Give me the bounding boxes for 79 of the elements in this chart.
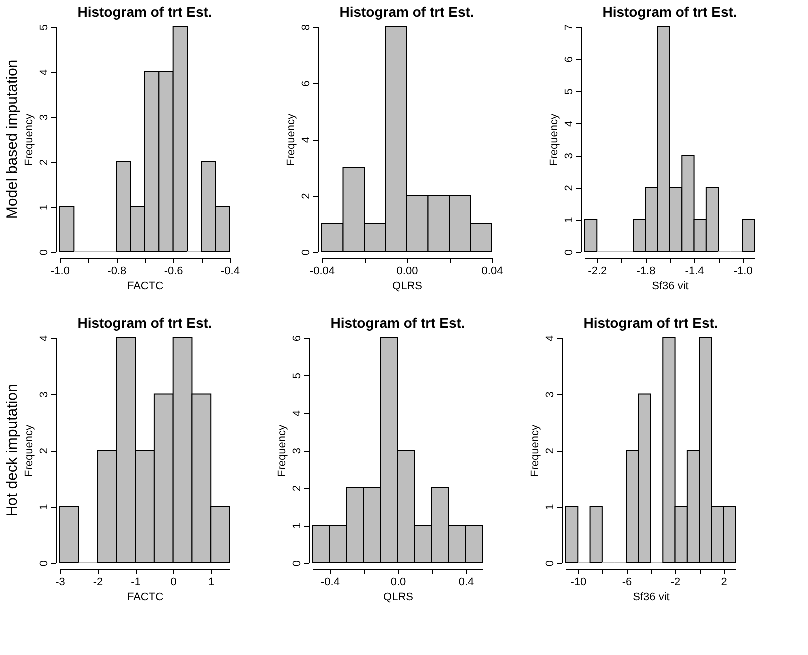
y-tick-label: 2 bbox=[292, 485, 304, 492]
x-tick-label: -0.4 bbox=[221, 266, 240, 278]
y-tick-label: 1 bbox=[544, 504, 556, 510]
x-tick-label: -10 bbox=[570, 576, 587, 588]
y-tick-label: 1 bbox=[38, 504, 50, 510]
y-tick-label: 4 bbox=[544, 335, 556, 342]
y-tick-label: 1 bbox=[292, 522, 304, 530]
x-tick-label: 2 bbox=[721, 576, 728, 588]
y-tick-label: 3 bbox=[292, 448, 304, 454]
x-tick-label: -1.0 bbox=[734, 266, 753, 278]
y-tick-label: 4 bbox=[292, 410, 304, 417]
y-tick-label: 8 bbox=[300, 24, 312, 31]
y-tick-label: 4 bbox=[300, 136, 312, 144]
y-tick-label: 2 bbox=[38, 159, 50, 166]
x-tick-label: 0.4 bbox=[458, 576, 474, 588]
x-tick-label: -0.04 bbox=[310, 266, 336, 278]
y-tick-label: 0 bbox=[38, 560, 50, 567]
y-tick-label: 4 bbox=[38, 69, 50, 76]
x-tick-label: -1 bbox=[131, 576, 141, 588]
x-tick-label: -2 bbox=[670, 576, 681, 588]
y-axis-title: Frequency bbox=[530, 424, 542, 477]
x-tick-label: -2.2 bbox=[588, 266, 608, 278]
chart-title: Histogram of trt Est. bbox=[330, 314, 466, 331]
y-tick-label: 2 bbox=[544, 448, 556, 454]
y-tick-label: 0 bbox=[292, 560, 304, 567]
chart-title: Histogram of trt Est. bbox=[340, 4, 474, 20]
x-axis-title: FACTC bbox=[127, 280, 164, 292]
x-axis-title: FACTC bbox=[127, 592, 164, 604]
x-axis-title: Sf36 vit bbox=[633, 592, 670, 604]
chart-title: Histogram of trt Est. bbox=[78, 4, 212, 20]
x-tick-label: 0 bbox=[170, 576, 177, 588]
y-tick-label: 6 bbox=[564, 56, 576, 63]
x-tick-label: -0.6 bbox=[164, 266, 184, 278]
x-tick-label: 1 bbox=[208, 576, 215, 588]
y-tick-label: 0 bbox=[38, 249, 50, 256]
x-tick-label: -0.4 bbox=[321, 576, 340, 588]
y-tick-label: 3 bbox=[544, 392, 556, 398]
y-axis-title: Frequency bbox=[276, 424, 288, 477]
y-tick-label: 5 bbox=[564, 88, 576, 95]
y-tick-label: 4 bbox=[564, 120, 576, 127]
y-tick-label: 3 bbox=[564, 153, 576, 160]
x-tick-label: 0.00 bbox=[396, 266, 418, 278]
y-tick-label: 3 bbox=[38, 114, 50, 121]
chart-title: Histogram of trt Est. bbox=[78, 314, 212, 331]
x-axis-title: QLRS bbox=[392, 280, 422, 292]
x-tick-label: -1.4 bbox=[685, 266, 704, 278]
y-axis-title: Frequency bbox=[286, 114, 298, 166]
y-tick-label: 2 bbox=[38, 448, 50, 454]
y-axis-title: Frequency bbox=[24, 114, 36, 166]
x-axis-title: QLRS bbox=[384, 592, 414, 604]
x-tick-label: -3 bbox=[56, 576, 66, 588]
y-tick-label: 4 bbox=[38, 335, 50, 342]
y-tick-label: 5 bbox=[38, 24, 50, 31]
x-tick-label: -6 bbox=[622, 576, 632, 588]
chart-title: Histogram of trt Est. bbox=[602, 4, 738, 20]
y-tick-label: 6 bbox=[292, 335, 304, 342]
x-tick-label: -2 bbox=[93, 576, 104, 588]
x-tick-label: 0.04 bbox=[482, 266, 504, 278]
y-tick-label: 2 bbox=[564, 185, 576, 192]
x-tick-label: -1.0 bbox=[51, 266, 70, 278]
x-tick-label: -0.8 bbox=[108, 266, 127, 278]
x-axis-title: Sf36 vit bbox=[652, 280, 689, 292]
y-tick-label: 0 bbox=[544, 560, 556, 567]
y-tick-label: 6 bbox=[300, 80, 312, 87]
chart-title: Histogram of trt Est. bbox=[584, 314, 718, 331]
y-tick-label: 7 bbox=[564, 24, 576, 31]
text: Model based imputation bbox=[4, 60, 21, 220]
y-tick-label: 1 bbox=[38, 204, 50, 211]
y-tick-label: 5 bbox=[292, 372, 304, 380]
y-tick-label: 0 bbox=[564, 249, 576, 256]
y-tick-label: 0 bbox=[300, 249, 312, 256]
y-axis-title: Frequency bbox=[548, 114, 560, 166]
y-axis-title: Frequency bbox=[24, 424, 36, 477]
x-tick-label: -1.8 bbox=[636, 266, 656, 278]
y-tick-label: 2 bbox=[300, 193, 312, 200]
y-tick-label: 3 bbox=[38, 392, 50, 398]
y-tick-label: 1 bbox=[564, 217, 576, 224]
text: Hot deck imputation bbox=[4, 384, 21, 517]
x-tick-label: 0.0 bbox=[390, 576, 406, 588]
